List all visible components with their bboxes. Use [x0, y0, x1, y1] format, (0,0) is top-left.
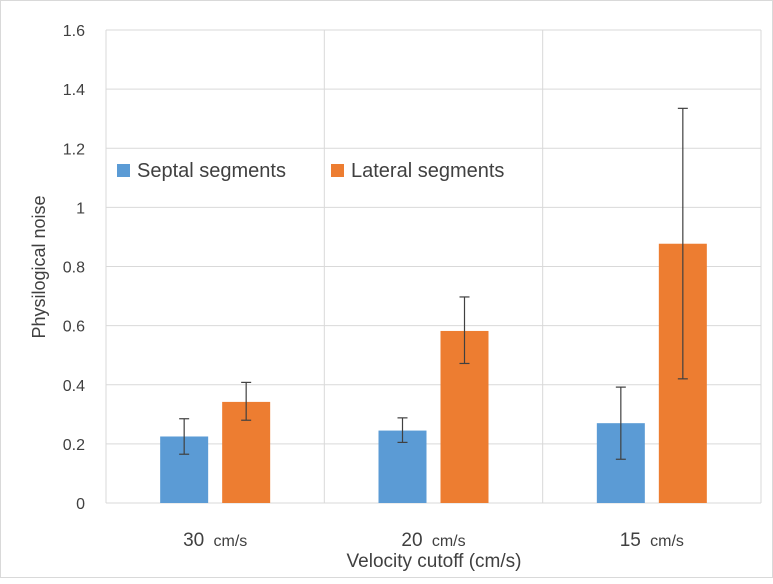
x-tick-labels: 30 cm/s 20 cm/s 15 cm/s: [183, 530, 684, 551]
x-axis-label: Velocity cutoff (cm/s): [347, 551, 522, 572]
legend-swatch: [331, 164, 344, 177]
x-tick-label: 20 cm/s: [401, 530, 465, 551]
y-axis-label: Physilogical noise: [29, 195, 49, 338]
y-tick-label: 0.2: [63, 437, 85, 454]
bars: [160, 243, 707, 503]
y-tick-label: 1.6: [63, 23, 85, 40]
y-tick-label: 0.6: [63, 319, 85, 336]
y-tick-label: 0.4: [63, 378, 85, 395]
legend-swatch: [117, 164, 130, 177]
y-tick-label: 0: [76, 496, 85, 513]
legend: Septal segments Lateral segments: [117, 160, 504, 182]
y-tick-label: 1.2: [63, 141, 85, 158]
y-tick-label: 1.4: [63, 82, 85, 99]
x-tick-label: 30 cm/s: [183, 530, 247, 551]
y-tick-label: 1: [76, 200, 85, 217]
grid: [105, 29, 762, 504]
x-tick-label: 15 cm/s: [620, 530, 684, 551]
y-tick-labels: 0 0.2 0.4 0.6 0.8 1 1.2 1.4 1.6: [63, 23, 85, 513]
legend-label: Lateral segments: [351, 160, 504, 182]
legend-label: Septal segments: [137, 160, 286, 182]
y-tick-label: 0.8: [63, 260, 85, 277]
error-bars: [179, 107, 688, 460]
